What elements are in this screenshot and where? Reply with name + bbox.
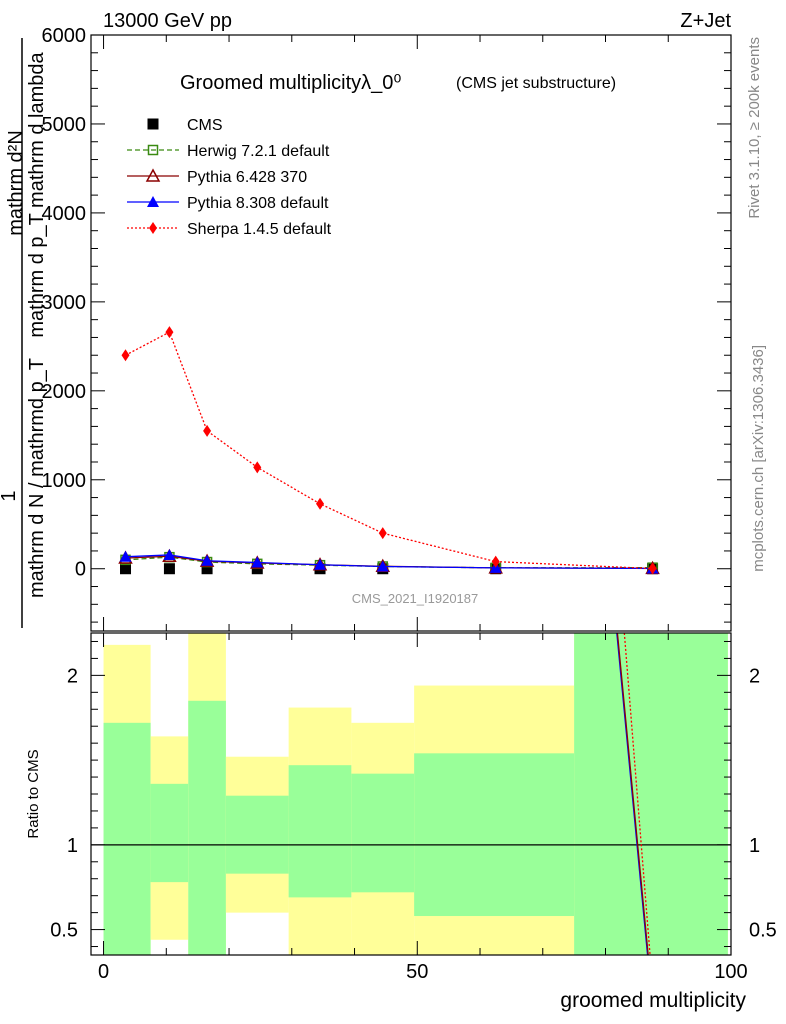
main-ticks: 0 1000 2000 3000 4000 5000 6000 (42, 25, 732, 631)
data-point-pythia8 (376, 560, 389, 572)
ratio-ylabel: Ratio to CMS (25, 749, 42, 838)
x-tick-label: 100 (714, 961, 747, 983)
y-tick-label: 5000 (42, 114, 87, 136)
legend-label-herwig: Herwig 7.2.1 default (187, 143, 330, 160)
series-line-pythia8 (125, 554, 653, 570)
y-tick-label: 2000 (42, 381, 87, 403)
ratio-band-inner (574, 633, 728, 955)
ratio-line-pythia6 (616, 632, 649, 956)
ylabel-bottom: mathrm d N / mathrmd p_T (26, 358, 48, 598)
ratio-band-inner (288, 765, 352, 898)
legend-label-pythia6: Pythia 6.428 370 (187, 169, 307, 186)
legend-entry-pythia8: Pythia 8.308 default (127, 195, 329, 212)
data-point-sherpa (316, 497, 325, 510)
ratio-ticks: 0.5 0.5 1 1 2 2 0 50 100 (50, 633, 777, 983)
data-point-pythia8 (201, 554, 214, 566)
data-point-cms (201, 563, 213, 575)
x-tick-label: 50 (406, 961, 428, 983)
ratio-y-tick-label-right: 1 (749, 835, 760, 857)
data-point-cms (120, 563, 132, 575)
ylabel-mid: mathrm d p_T mathrm d lambda (26, 51, 48, 337)
legend-entry-pythia6: Pythia 6.428 370 (127, 168, 307, 186)
data-point-pythia8 (163, 548, 176, 560)
data-point-sherpa (121, 349, 130, 362)
main-frame (90, 34, 732, 632)
series-sherpa (121, 326, 657, 575)
legend-marker-herwig (147, 144, 159, 156)
data-point-sherpa (491, 555, 500, 568)
ratio-bands (103, 633, 728, 955)
series-herwig (120, 551, 658, 574)
data-point-pythia8 (314, 558, 327, 570)
watermark: CMS_2021_I1920187 (352, 591, 479, 606)
data-point-sherpa (378, 527, 387, 540)
plot-subtitle: (CMS jet substructure) (456, 75, 616, 92)
y-tick-label: 1000 (42, 470, 87, 492)
ratio-line-sherpa (623, 632, 651, 956)
legend-entry-cms: CMS (147, 117, 223, 134)
ratio-band-inner (188, 700, 226, 955)
ratio-band-inner (225, 795, 289, 874)
ratio-band-inner (150, 783, 189, 883)
legend-entry-herwig: Herwig 7.2.1 default (127, 143, 330, 160)
ratio-y-tick-label-right: 0.5 (749, 920, 777, 942)
legend-marker-pythia8 (147, 196, 159, 207)
ratio-y-tick-label: 1 (67, 835, 78, 857)
main-series-layer (118, 326, 660, 575)
ratio-lines (91, 632, 731, 956)
legend-marker-cms (147, 118, 159, 130)
legend-label-cms: CMS (187, 117, 223, 134)
y-tick-label: 0 (75, 559, 86, 581)
legend-marker-sherpa (149, 222, 157, 234)
y-tick-label: 6000 (42, 25, 87, 47)
y-tick-label: 3000 (42, 292, 87, 314)
process-label: Z+Jet (680, 10, 731, 32)
ratio-y-tick-label: 0.5 (50, 920, 78, 942)
data-point-sherpa (648, 562, 657, 575)
ratio-band-inner (103, 722, 151, 955)
ratio-band-inner (351, 773, 415, 893)
data-point-sherpa (165, 326, 174, 339)
ratio-panel: 0.5 0.5 1 1 2 2 0 50 100 Ratio to CMS groomed mu… (25, 632, 777, 1012)
ratio-band-inner (414, 753, 575, 917)
mcplots-label: mcplots.cern.ch [arXiv:1306.3436] (750, 345, 767, 572)
ylabel-one: 1 (0, 490, 20, 501)
legend-label-pythia8: Pythia 8.308 default (187, 195, 329, 212)
y-tick-label: 4000 (42, 203, 87, 225)
data-point-pythia8 (119, 550, 132, 562)
plot-title: Groomed multiplicityλ_0⁰ (180, 72, 401, 94)
main-panel: 0 1000 2000 3000 4000 5000 6000 Groomed multip… (0, 25, 732, 632)
rivet-label: Rivet 3.1.10, ≥ 200k events (746, 37, 763, 219)
legend: CMS Herwig 7.2.1 default Pythia 6.428 370 P… (127, 117, 332, 238)
ylabel-top: mathrm d²N (5, 130, 27, 236)
data-point-sherpa (253, 461, 262, 474)
legend-entry-sherpa: Sherpa 1.4.5 default (127, 221, 332, 238)
series-line-sherpa (125, 331, 653, 570)
x-tick-label: 0 (98, 961, 109, 983)
energy-label: 13000 GeV pp (103, 10, 232, 32)
data-point-sherpa (203, 424, 212, 437)
data-point-pythia8 (251, 556, 264, 568)
ratio-y-tick-label: 2 (67, 665, 78, 687)
series-line-herwig (125, 556, 653, 569)
xlabel: groomed multiplicity (560, 989, 746, 1012)
legend-marker-pythia6 (145, 168, 161, 182)
ratio-y-tick-label-right: 2 (749, 665, 760, 687)
legend-label-sherpa: Sherpa 1.4.5 default (187, 221, 332, 238)
data-point-cms (163, 563, 175, 575)
